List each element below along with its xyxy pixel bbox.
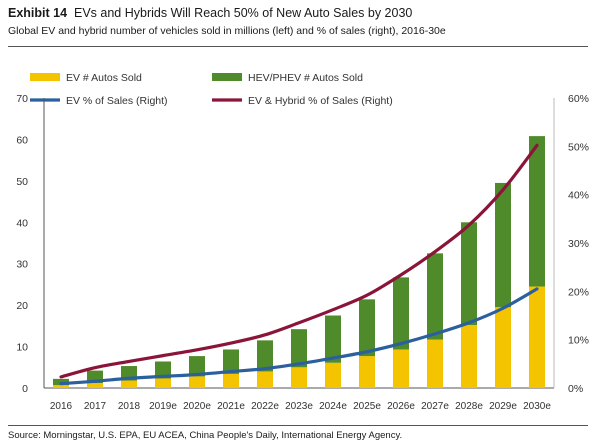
x-tick-label: 2021e: [217, 401, 245, 412]
y-left-tick-label: 50: [16, 176, 28, 188]
y-right-tick-label: 60%: [568, 93, 589, 105]
x-tick-label: 2029e: [489, 401, 517, 412]
legend-ev-swatch: [30, 73, 60, 81]
x-axis-labels: 2016 2017 2018 2019e 2020e 2021e 2022e 2023e 202…: [50, 401, 551, 412]
hev-bar: [427, 253, 443, 340]
ev-bar: [427, 339, 443, 388]
x-tick-label: 2018: [118, 401, 141, 412]
y-right-tick-label: 10%: [568, 335, 589, 347]
hev-bar: [189, 356, 205, 377]
y-right-tick-label: 50%: [568, 141, 589, 153]
ev-bar: [325, 362, 341, 388]
hev-bar: [359, 299, 375, 357]
legend-hev-swatch: [212, 73, 242, 81]
chart-axes: 0 10 20 30 40 50 60 70 0% 10% 20% 30% 40% 50% 60%: [16, 93, 589, 395]
ev-bar: [393, 349, 409, 388]
ev-bar: [529, 286, 545, 388]
x-tick-label: 2028e: [455, 401, 483, 412]
ev-bar: [223, 373, 239, 388]
ev-bar: [87, 383, 103, 388]
footer-divider: [8, 425, 588, 426]
ev-bar: [461, 325, 477, 388]
ev-pct-line: [59, 287, 539, 386]
hev-bar: [155, 361, 171, 379]
x-tick-label: 2020e: [183, 401, 211, 412]
legend-ev-label: EV # Autos Sold: [66, 72, 142, 84]
x-tick-label: 2019e: [149, 401, 177, 412]
x-tick-label: 2017: [84, 401, 107, 412]
header-divider: [8, 46, 588, 47]
exhibit-label: Exhibit 14: [8, 6, 68, 20]
chart-lines: [59, 143, 539, 386]
y-left-tick-label: 70: [16, 93, 28, 105]
ev-bar: [155, 378, 171, 388]
hev-bar: [461, 222, 477, 326]
ev-bar: [53, 385, 69, 388]
y-right-tick-label: 0%: [568, 383, 583, 395]
source-note: Source: Morningstar, U.S. EPA, EU ACEA, …: [8, 430, 403, 441]
y-left-tick-label: 40: [16, 217, 28, 229]
ev-bar: [121, 380, 137, 388]
ev-hybrid-pct-line: [59, 143, 539, 379]
hev-bar: [325, 315, 341, 363]
x-tick-label: 2026e: [387, 401, 415, 412]
ev-bar: [291, 367, 307, 388]
hev-bar: [257, 340, 273, 372]
hev-bar: [529, 136, 545, 287]
x-tick-label: 2027e: [421, 401, 449, 412]
y-left-tick-label: 20: [16, 300, 28, 312]
ev-bar: [189, 376, 205, 388]
x-tick-label: 2025e: [353, 401, 381, 412]
x-tick-label: 2022e: [251, 401, 279, 412]
chart-legend: EV # Autos Sold HEV/PHEV # Autos Sold EV %…: [30, 72, 393, 107]
y-left-tick-label: 60: [16, 134, 28, 146]
legend-ev-pct-label: EV % of Sales (Right): [66, 95, 168, 107]
exhibit-title-text: EVs and Hybrids Will Reach 50% of New Au…: [74, 6, 413, 20]
x-tick-label: 2024e: [319, 401, 347, 412]
hev-bar: [223, 349, 239, 374]
exhibit-subtitle: Global EV and hybrid number of vehicles …: [8, 25, 446, 37]
legend-hev-label: HEV/PHEV # Autos Sold: [248, 72, 363, 84]
hev-bar: [53, 378, 69, 386]
x-tick-label: 2016: [50, 401, 73, 412]
ev-bar: [495, 307, 511, 388]
y-right-tick-label: 30%: [568, 238, 589, 250]
hev-bar: [495, 182, 511, 308]
y-right-tick-label: 40%: [568, 190, 589, 202]
chart-bars: [53, 136, 545, 388]
y-left-tick-label: 0: [22, 383, 28, 395]
hev-bar: [393, 277, 409, 350]
ev-bar: [359, 356, 375, 388]
legend-hybrid-pct-label: EV & Hybrid % of Sales (Right): [248, 95, 393, 107]
ev-bar: [257, 371, 273, 388]
x-tick-label: 2030e: [523, 401, 551, 412]
y-left-tick-label: 30: [16, 259, 28, 271]
x-tick-label: 2023e: [285, 401, 313, 412]
hev-bar: [291, 329, 307, 368]
stacked-bar-line-chart: EV # Autos Sold HEV/PHEV # Autos Sold EV %…: [16, 72, 589, 412]
y-left-tick-label: 10: [16, 342, 28, 354]
exhibit-title: Exhibit 14 EVs and Hybrids Will Reach 50…: [8, 6, 412, 20]
y-right-tick-label: 20%: [568, 286, 589, 298]
